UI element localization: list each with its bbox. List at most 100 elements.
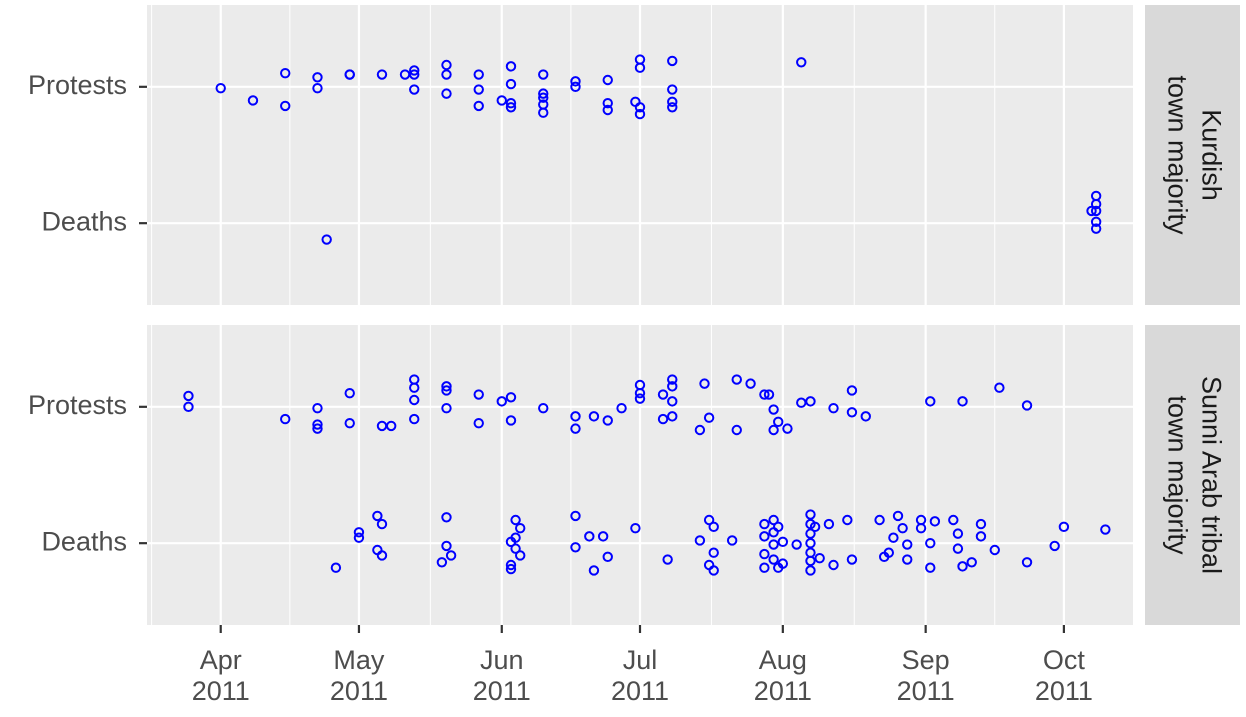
point — [975, 531, 987, 542]
point — [768, 554, 779, 565]
point — [805, 509, 816, 520]
point — [1090, 223, 1102, 234]
point — [777, 536, 789, 548]
point — [441, 402, 452, 414]
point — [708, 547, 719, 558]
point — [1090, 205, 1102, 217]
y-tick-label: Protests — [28, 70, 127, 100]
point — [657, 413, 669, 425]
point — [782, 423, 793, 434]
strip-background — [1145, 5, 1240, 305]
point — [538, 402, 549, 414]
x-tick-label: 2011 — [330, 676, 388, 706]
point — [602, 415, 613, 426]
point — [902, 539, 913, 550]
point — [597, 531, 609, 542]
point — [409, 65, 420, 76]
point — [828, 402, 839, 414]
point — [312, 402, 323, 414]
point — [694, 535, 706, 546]
point — [473, 84, 484, 95]
point — [634, 387, 646, 399]
point — [768, 424, 779, 436]
point — [1086, 205, 1097, 217]
point — [473, 69, 484, 80]
point — [602, 104, 613, 116]
point — [957, 396, 968, 407]
point — [759, 531, 770, 542]
point — [588, 411, 600, 422]
point — [280, 413, 291, 425]
point — [441, 512, 452, 523]
point — [602, 97, 613, 109]
point — [699, 378, 710, 389]
point — [708, 565, 719, 576]
point — [1090, 216, 1102, 228]
point — [441, 59, 452, 71]
point — [957, 561, 968, 572]
point — [538, 69, 549, 80]
point — [496, 396, 507, 407]
point — [505, 392, 517, 403]
point — [667, 374, 678, 385]
point — [436, 557, 448, 568]
point — [630, 522, 641, 534]
point — [897, 522, 908, 534]
point — [745, 378, 756, 389]
y-tick-label: Deaths — [41, 206, 127, 236]
point — [796, 57, 807, 68]
x-tick-label: Jul — [623, 645, 658, 675]
point — [1021, 400, 1033, 411]
point — [505, 97, 517, 109]
point — [616, 402, 627, 414]
point — [312, 72, 323, 83]
point — [823, 518, 835, 530]
point — [925, 396, 936, 407]
point — [215, 82, 226, 94]
point — [667, 411, 678, 422]
y-tick-label: Deaths — [41, 526, 127, 556]
x-tick-label: 2011 — [1035, 676, 1093, 706]
y-tick-label: Protests — [28, 390, 127, 420]
point — [1090, 198, 1102, 210]
point — [759, 518, 770, 530]
point — [353, 527, 365, 538]
point — [1049, 540, 1060, 552]
point — [515, 522, 526, 534]
point — [570, 76, 581, 87]
point — [505, 563, 517, 575]
point — [773, 416, 784, 428]
point — [860, 411, 871, 422]
point — [409, 394, 420, 406]
point — [994, 382, 1005, 393]
x-tick-label: 2011 — [611, 676, 669, 706]
point — [805, 528, 816, 539]
strip-label-line: Kurdish — [1196, 109, 1226, 201]
point — [330, 562, 342, 573]
point — [925, 537, 936, 549]
point — [505, 61, 517, 72]
point — [538, 107, 549, 118]
point — [409, 84, 420, 95]
point — [505, 78, 517, 90]
x-tick-label: Sep — [902, 645, 950, 675]
point — [768, 514, 779, 526]
point — [952, 543, 964, 554]
point — [505, 415, 517, 426]
point — [344, 417, 355, 429]
point — [809, 521, 821, 533]
point — [441, 88, 452, 99]
point — [473, 100, 484, 112]
strip-label-line: town majority — [1162, 75, 1192, 235]
point — [892, 510, 904, 522]
point — [773, 521, 784, 533]
point — [385, 420, 397, 432]
point — [376, 518, 388, 530]
point — [570, 423, 581, 434]
point — [763, 389, 775, 400]
point — [510, 543, 521, 554]
point — [441, 69, 452, 80]
x-tick-label: 2011 — [897, 676, 955, 706]
point — [846, 407, 858, 418]
